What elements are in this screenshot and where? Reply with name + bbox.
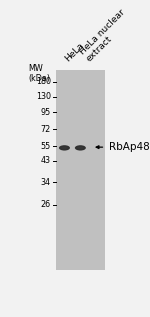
Text: MW
(kDa): MW (kDa) bbox=[28, 64, 50, 83]
Text: 72: 72 bbox=[40, 125, 51, 133]
Ellipse shape bbox=[61, 147, 68, 149]
Text: RbAp48: RbAp48 bbox=[109, 142, 150, 152]
Text: 55: 55 bbox=[40, 142, 51, 151]
Text: 95: 95 bbox=[40, 108, 51, 117]
Text: 180: 180 bbox=[36, 77, 51, 87]
Ellipse shape bbox=[75, 145, 86, 151]
Text: 26: 26 bbox=[41, 200, 51, 209]
Text: 43: 43 bbox=[41, 156, 51, 165]
Text: HeLa nuclear
extract: HeLa nuclear extract bbox=[78, 8, 133, 64]
Ellipse shape bbox=[59, 145, 70, 151]
FancyBboxPatch shape bbox=[56, 70, 105, 270]
Text: HeLa: HeLa bbox=[63, 41, 86, 64]
Ellipse shape bbox=[77, 147, 84, 149]
Text: 130: 130 bbox=[36, 92, 51, 101]
Text: 34: 34 bbox=[41, 178, 51, 186]
